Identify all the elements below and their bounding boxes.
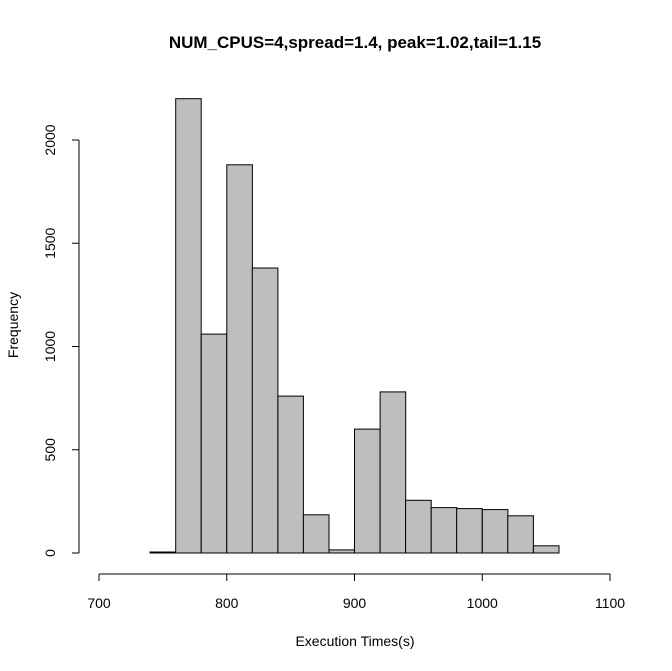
histogram-bar-820-840 <box>251 267 279 554</box>
y-axis-label: Frequency <box>5 292 21 358</box>
histogram-bar-960-980 <box>430 507 458 554</box>
histogram-bar-980-1000 <box>456 508 483 554</box>
y-tick-label-1000: 1000 <box>42 331 58 362</box>
histogram-bar-940-960 <box>405 499 432 554</box>
x-axis-label: Execution Times(s) <box>295 633 414 649</box>
x-tick-label-1000: 1000 <box>467 595 498 611</box>
y-tick-label-0: 0 <box>42 549 58 557</box>
y-tick-label-500: 500 <box>42 438 58 462</box>
histogram-bar-880-900 <box>328 549 355 554</box>
x-tick-label-900: 900 <box>343 595 367 611</box>
histogram-bar-1040-1060 <box>532 545 560 554</box>
y-tick-label-1500: 1500 <box>42 227 58 258</box>
histogram-bar-900-920 <box>354 428 381 554</box>
x-tick-label-800: 800 <box>215 595 239 611</box>
histogram-bar-1000-1020 <box>481 509 509 554</box>
histogram-bar-860-880 <box>302 514 330 554</box>
x-tick-label-700: 700 <box>87 595 111 611</box>
x-tick-label-1100: 1100 <box>595 595 625 611</box>
x-axis: 700 800 900 1000 1100 <box>87 573 625 611</box>
histogram-bar-780-800 <box>200 333 228 554</box>
histogram-bar-920-940 <box>379 391 407 554</box>
y-axis: 0 500 1000 1500 2000 <box>42 124 80 557</box>
histogram-bar-800-820 <box>226 164 253 554</box>
histogram-bar-740-760 <box>149 551 177 554</box>
histogram-bars <box>149 98 560 554</box>
y-tick-label-2000: 2000 <box>42 124 58 155</box>
histogram-bar-760-780 <box>175 98 202 554</box>
chart-title: NUM_CPUS=4,spread=1.4, peak=1.02,tail=1.… <box>169 33 541 52</box>
histogram-bar-1020-1040 <box>507 515 534 554</box>
histogram-bar-840-860 <box>277 395 304 554</box>
